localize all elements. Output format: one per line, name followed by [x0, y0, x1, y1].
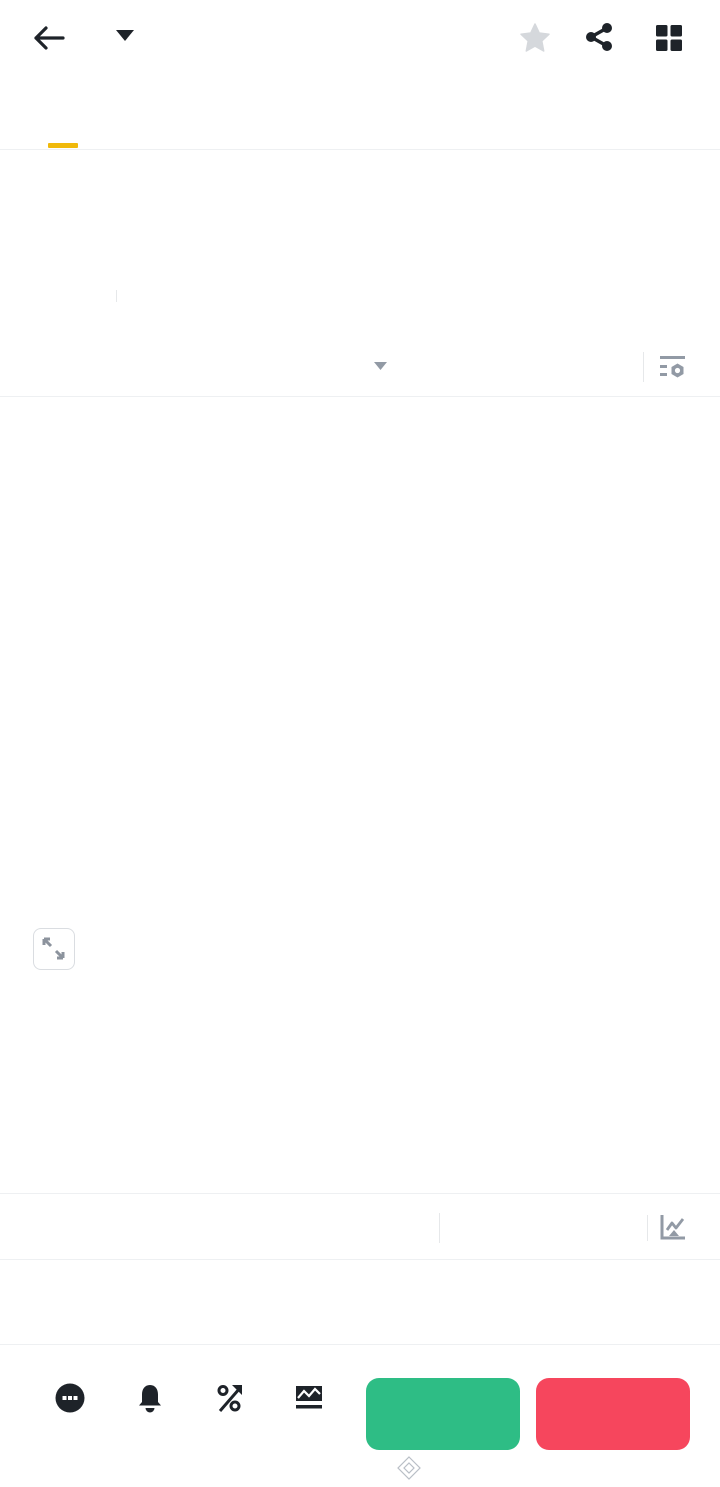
more-action[interactable]: [35, 1380, 105, 1450]
indicator-settings-button[interactable]: [660, 1214, 686, 1240]
expand-icon: [42, 937, 65, 960]
share-button[interactable]: [584, 22, 614, 52]
interval-more[interactable]: [366, 355, 387, 381]
favorite-button[interactable]: [519, 22, 551, 54]
share-icon: [586, 23, 612, 51]
divider: [0, 1344, 720, 1345]
divider: [647, 1215, 648, 1241]
grid-action[interactable]: [274, 1380, 344, 1450]
active-tab-indicator: [48, 143, 78, 148]
chart-settings-button[interactable]: [659, 354, 686, 381]
alert-action[interactable]: [115, 1380, 185, 1450]
sell-button[interactable]: [536, 1378, 690, 1450]
back-arrow-icon: [34, 26, 65, 50]
caret-down-icon: [116, 30, 134, 41]
divider: [643, 352, 644, 382]
divider: [0, 1259, 720, 1260]
caret-down-icon: [374, 362, 387, 370]
pair-selector[interactable]: [103, 17, 135, 59]
binance-logo-icon: [397, 1456, 421, 1480]
bell-icon: [139, 1385, 161, 1413]
buy-button[interactable]: [366, 1378, 520, 1450]
more-icon: [55, 1383, 85, 1413]
divider: [0, 396, 720, 397]
footer-watermark-logo: [396, 1455, 422, 1481]
divider: [439, 1213, 440, 1243]
star-icon: [520, 23, 550, 52]
chart-indicator-icon: [660, 1215, 685, 1240]
divider: [0, 1193, 720, 1194]
candlestick-chart: [0, 398, 720, 1193]
back-button[interactable]: [32, 25, 68, 53]
grid-bot-icon: [296, 1386, 322, 1409]
fullscreen-button[interactable]: [33, 928, 75, 970]
chart-settings-icon: [660, 356, 685, 378]
divider: [0, 149, 720, 150]
margin-icon: [217, 1385, 242, 1412]
margin-action[interactable]: [195, 1380, 265, 1450]
grid-icon: [656, 25, 682, 51]
tag-separator: [116, 290, 117, 302]
apps-button[interactable]: [655, 24, 683, 52]
kline-chart[interactable]: [0, 398, 720, 1193]
tag-hot[interactable]: [135, 285, 145, 307]
